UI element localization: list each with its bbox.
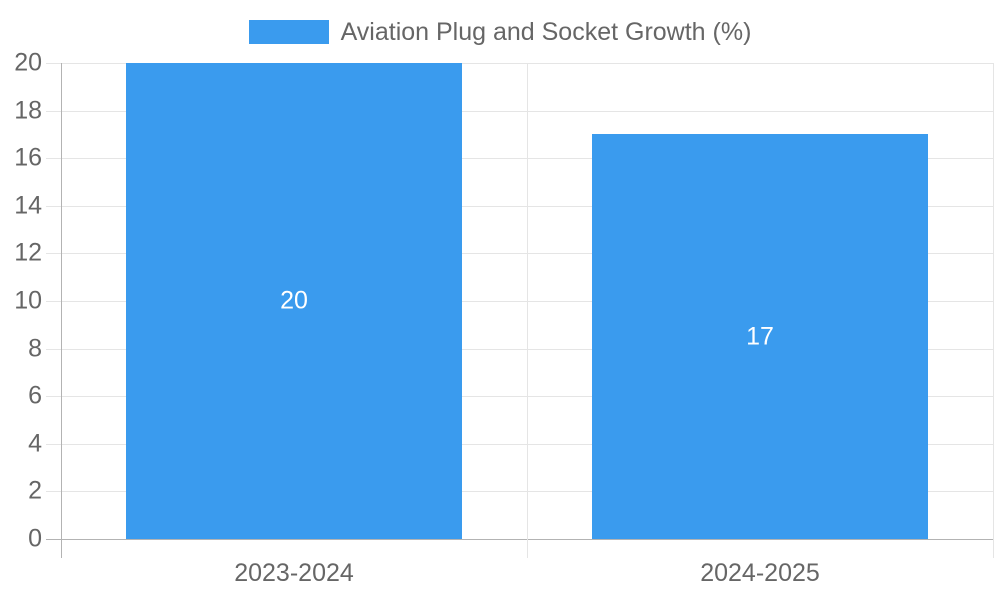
y-axis-tick-label: 18 — [14, 96, 42, 125]
x-axis-category-label: 2023-2024 — [234, 559, 354, 587]
y-axis-tick-label: 6 — [28, 381, 42, 410]
bar[interactable] — [126, 63, 462, 539]
y-gridline — [46, 444, 993, 445]
y-gridline — [46, 301, 993, 302]
legend-label: Aviation Plug and Socket Growth (%) — [340, 18, 752, 46]
y-gridline — [46, 491, 993, 492]
bar-value-label: 17 — [746, 322, 774, 351]
bar[interactable] — [592, 134, 928, 539]
y-gridline — [46, 539, 993, 540]
y-axis-tick-label: 16 — [14, 143, 42, 172]
legend-swatch-icon — [248, 20, 329, 44]
x-gridline — [527, 63, 528, 558]
y-gridline — [46, 158, 993, 159]
y-axis-tick-label: 0 — [28, 524, 42, 553]
chart-legend: Aviation Plug and Socket Growth (%) — [0, 18, 1000, 46]
y-gridline — [46, 253, 993, 254]
y-axis-tick-label: 8 — [28, 334, 42, 363]
y-gridline — [46, 206, 993, 207]
legend-item[interactable]: Aviation Plug and Socket Growth (%) — [248, 18, 752, 46]
y-gridline — [46, 63, 993, 64]
y-axis-tick-label: 4 — [28, 429, 42, 458]
bar-value-label: 20 — [280, 286, 308, 315]
y-gridline — [46, 111, 993, 112]
y-axis-tick-label: 12 — [14, 238, 42, 267]
y-gridline — [46, 396, 993, 397]
y-axis-tick-label: 14 — [14, 191, 42, 220]
y-axis-tick-label: 20 — [14, 48, 42, 77]
y-gridline — [46, 349, 993, 350]
x-gridline — [993, 63, 994, 558]
x-gridline — [61, 63, 62, 558]
y-axis-tick-label: 10 — [14, 286, 42, 315]
x-axis-category-label: 2024-2025 — [700, 559, 820, 587]
y-axis-tick-label: 2 — [28, 476, 42, 505]
